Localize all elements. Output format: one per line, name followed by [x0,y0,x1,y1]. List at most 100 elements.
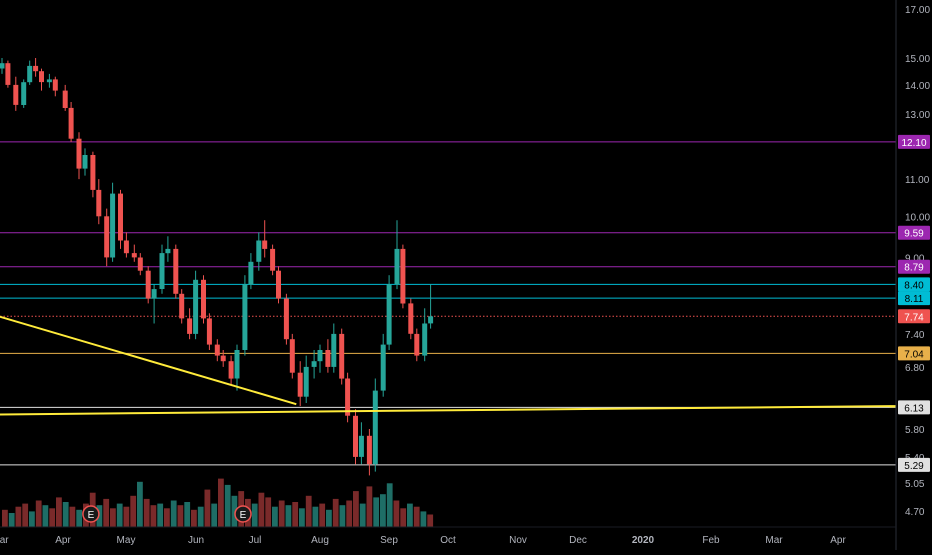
volume-bar [157,503,164,527]
time-tick-label: Feb [702,535,720,546]
candle-body [131,253,137,258]
earnings-marker[interactable]: E [234,505,252,523]
candle-body [345,378,351,416]
price-tick-label: 15.00 [905,54,930,65]
time-tick-label: Aug [311,535,329,546]
candle-body [151,289,157,299]
price-label-8.79: 8.79 [904,263,924,274]
candle-body [96,189,102,217]
volume-bar [359,503,366,527]
candle-body [353,415,358,457]
candle-body [159,253,165,289]
candle-body [90,155,96,190]
candle-body [372,390,378,465]
volume-bar [292,502,299,527]
candle-body [137,257,143,271]
candle-body [21,82,27,105]
volume-bar [49,508,56,527]
volume-bar [116,503,123,527]
candle-body [289,339,295,373]
volume-bar [143,498,150,527]
volume-bar [373,497,380,527]
earnings-marker-label: E [240,510,247,521]
volume-bar [312,506,319,527]
price-label-box [898,277,930,292]
candle-body [339,333,345,379]
trendline-2[interactable] [0,301,297,406]
candle-body [358,435,364,457]
volume-bar [42,505,49,527]
candle-body [262,240,268,249]
volume-bar [69,506,76,527]
price-label-5.29: 5.29 [904,461,924,472]
volume-bar [413,506,420,527]
price-lines-layer [0,141,896,466]
candle-body [422,323,428,356]
candle-body [187,318,193,334]
price-tick-label: 11.00 [905,175,930,186]
volume-bar [56,497,62,527]
volume-bar [29,511,35,527]
candle-body [68,107,74,139]
price-label-box [898,291,930,306]
trendline-1[interactable] [0,405,897,416]
time-axis[interactable]: Mar Apr May Jun Jul Aug Sep Oct Nov Dec 2020 Feb Mar… [0,535,846,546]
candle-body [179,293,185,319]
volume-bar [76,509,83,527]
candle-body [76,138,82,169]
earnings-marker[interactable]: E [82,505,100,523]
candle-body [27,65,33,83]
volume-bar [278,500,285,527]
volume-bar [211,503,218,527]
volume-bar [204,489,211,527]
earnings-marker-circle [234,505,252,523]
volume-bar [22,503,29,527]
candle-body [248,261,254,285]
time-tick-label: Sep [380,535,398,546]
volume-bar [386,483,393,527]
volume-bar [2,509,8,527]
volume-bar [110,508,116,527]
volume-bar [272,506,278,527]
price-tick-label: 13.00 [905,110,930,121]
candle-body [46,79,52,83]
candle-body [408,303,414,334]
candle-body [297,372,303,397]
price-axis[interactable]: 17.00 15.00 14.00 13.00 11.00 10.00 9.00 7.40 6.… [905,5,930,518]
volume-bar [400,508,407,527]
volume-bar [420,511,427,527]
volume-bar [62,502,69,527]
volume-bar [137,481,143,527]
price-line-labels: 12.10 9.59 8.79 8.40 8.11 7.74 7.04 6.13 5.29 [898,134,930,472]
volume-bar [218,478,224,527]
candle-body [62,90,68,108]
candle-body [82,155,88,169]
candle-body [123,240,129,254]
volume-bar [326,509,332,527]
price-tick-label: 14.00 [905,81,930,92]
candle-body [317,350,323,362]
candle-body [303,366,309,397]
price-tick-label: 5.80 [905,425,925,436]
trendlines-layer [0,301,897,416]
candle-body [173,248,179,294]
candle-body [201,279,206,319]
candle-body [104,216,110,258]
candle-body [270,248,276,271]
volume-bar [265,497,272,527]
volume-bar [305,495,312,527]
time-tick-label: May [117,535,136,546]
volume-bar [184,502,191,527]
volume-bar [177,505,184,527]
candle-body [220,355,226,362]
candle-body [5,63,11,85]
volume-bar [150,505,157,527]
candle-body [331,333,337,367]
price-tick-label: 9.00 [905,254,925,265]
volume-bar [285,505,292,527]
candle-body [386,284,392,345]
candle-body [52,79,58,91]
candle-body [256,240,262,262]
